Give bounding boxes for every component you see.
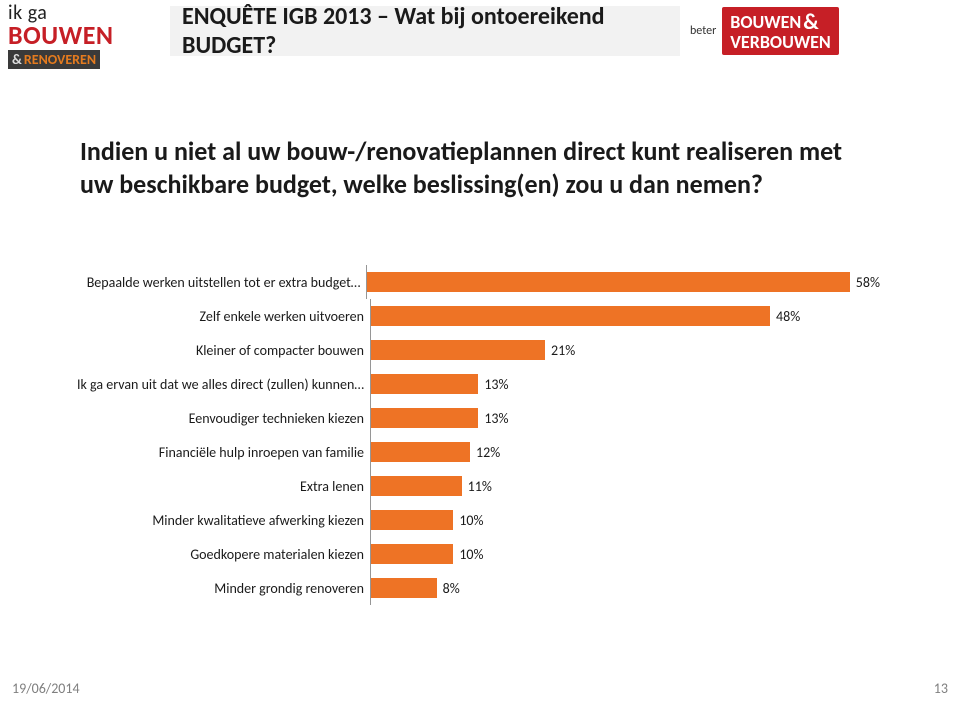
question-text: Indien u niet al uw bouw-/renovatieplann… (80, 135, 880, 200)
y-axis-segment (370, 367, 371, 401)
logo-beter-bouwen-verbouwen: beter BOUWEN& VERBOUWEN (690, 6, 950, 56)
bar-label: Minder grondig renoveren (60, 580, 370, 597)
y-axis-segment (370, 537, 371, 571)
bar-area: 13% (370, 401, 880, 435)
bar-area: 10% (370, 537, 880, 571)
logo-right-box: BOUWEN& VERBOUWEN (722, 7, 839, 55)
y-axis-segment (366, 265, 367, 299)
bar (366, 272, 849, 292)
bar (370, 544, 453, 564)
bar-value-label: 10% (459, 512, 483, 529)
y-axis-segment (370, 469, 371, 503)
bar-label: Bepaalde werken uitstellen tot er extra … (60, 274, 366, 291)
bar-area: 58% (366, 265, 880, 299)
chart-row: Ik ga ervan uit dat we alles direct (zul… (60, 367, 880, 401)
bar-label: Eenvoudiger technieken kiezen (60, 410, 370, 427)
bar-label: Minder kwalitatieve afwerking kiezen (60, 512, 370, 529)
bar-value-label: 21% (551, 342, 575, 359)
slide-title: ENQUÊTE IGB 2013 – Wat bij ontoereikend … (182, 2, 668, 60)
logo-ik-ga-bouwen: ik ga BOUWEN &RENOVEREN (8, 4, 148, 69)
chart-row: Eenvoudiger technieken kiezen 13% (60, 401, 880, 435)
bar (370, 510, 453, 530)
header: ik ga BOUWEN &RENOVEREN ENQUÊTE IGB 2013… (0, 0, 960, 74)
bar-area: 21% (370, 333, 880, 367)
logo-right-pre: beter (690, 25, 716, 37)
bar-value-label: 11% (468, 478, 492, 495)
footer: 19/06/2014 13 (12, 680, 948, 697)
bar-value-label: 13% (484, 376, 508, 393)
chart-row: Bepaalde werken uitstellen tot er extra … (60, 265, 880, 299)
bar (370, 306, 770, 326)
bar-value-label: 48% (776, 308, 800, 325)
bar-area: 13% (370, 367, 880, 401)
bar-label: Zelf enkele werken uitvoeren (60, 308, 370, 325)
bar-value-label: 10% (459, 546, 483, 563)
y-axis-segment (370, 503, 371, 537)
slide: { "header": { "title": "ENQUÊTE IGB 2013… (0, 0, 960, 707)
bar-label: Ik ga ervan uit dat we alles direct (zul… (60, 376, 370, 393)
y-axis-segment (370, 435, 371, 469)
bar-area: 10% (370, 503, 880, 537)
footer-page-number: 13 (934, 680, 948, 697)
bar-value-label: 8% (443, 580, 460, 597)
bar-label: Goedkopere materialen kiezen (60, 546, 370, 563)
title-band: ENQUÊTE IGB 2013 – Wat bij ontoereikend … (170, 6, 680, 56)
chart-row: Kleiner of compacter bouwen 21% (60, 333, 880, 367)
bar (370, 340, 545, 360)
logo-left-line3: &RENOVEREN (8, 50, 100, 69)
bar-value-label: 58% (856, 274, 880, 291)
y-axis-segment (370, 571, 371, 605)
bar-label: Extra lenen (60, 478, 370, 495)
chart-row: Extra lenen 11% (60, 469, 880, 503)
bar-label: Financiële hulp inroepen van familie (60, 444, 370, 461)
bar-area: 8% (370, 571, 880, 605)
chart-row: Zelf enkele werken uitvoeren 48% (60, 299, 880, 333)
bar (370, 442, 470, 462)
chart-row: Financiële hulp inroepen van familie 12% (60, 435, 880, 469)
logo-left-line2: BOUWEN (8, 22, 148, 48)
footer-date: 19/06/2014 (12, 680, 80, 697)
bar-chart: Bepaalde werken uitstellen tot er extra … (60, 265, 880, 625)
bar-value-label: 13% (484, 410, 508, 427)
chart-row: Goedkopere materialen kiezen 10% (60, 537, 880, 571)
bar-area: 12% (370, 435, 880, 469)
chart-row: Minder grondig renoveren 8% (60, 571, 880, 605)
bar (370, 476, 462, 496)
bar (370, 408, 478, 428)
bar (370, 374, 478, 394)
bar-value-label: 12% (476, 444, 500, 461)
y-axis-segment (370, 299, 371, 333)
bar-label: Kleiner of compacter bouwen (60, 342, 370, 359)
chart-row: Minder kwalitatieve afwerking kiezen 10% (60, 503, 880, 537)
y-axis-segment (370, 333, 371, 367)
bar (370, 578, 437, 598)
y-axis-segment (370, 401, 371, 435)
bar-area: 11% (370, 469, 880, 503)
bar-area: 48% (370, 299, 880, 333)
